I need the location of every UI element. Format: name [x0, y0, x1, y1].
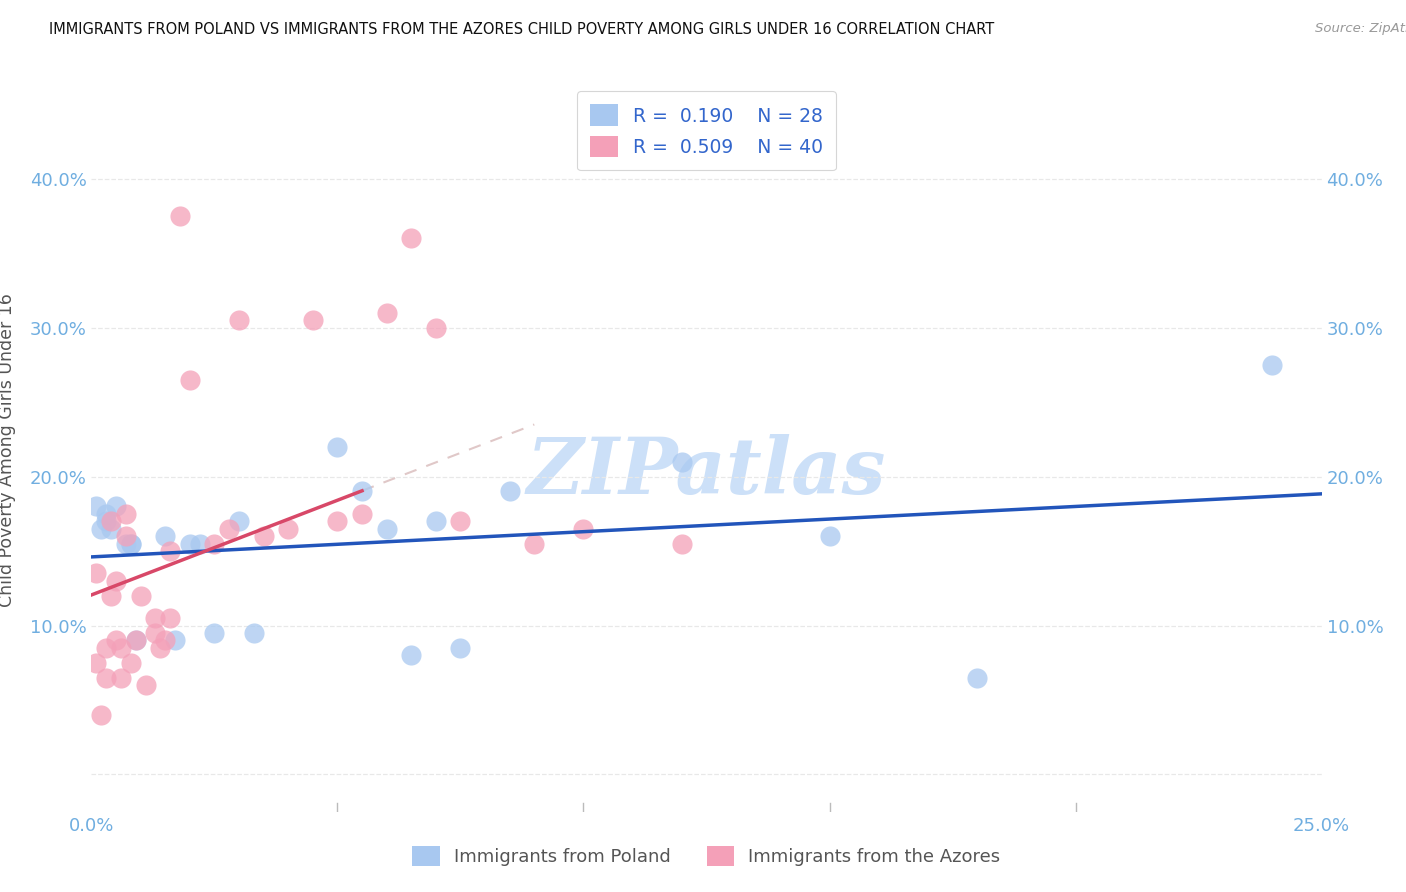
Point [1261, 358, 1284, 372]
Point [449, 514, 471, 528]
Point [966, 671, 988, 685]
Point [114, 507, 138, 521]
Point [671, 455, 693, 469]
Point [110, 671, 132, 685]
Point [326, 514, 349, 528]
Point [120, 536, 142, 550]
Point [153, 529, 177, 543]
Point [202, 626, 225, 640]
Point [145, 626, 166, 640]
Point [105, 574, 127, 588]
Point [105, 500, 127, 514]
Point [114, 536, 138, 550]
Point [124, 633, 146, 648]
Point [572, 522, 595, 536]
Point [425, 514, 447, 528]
Point [145, 611, 166, 625]
Point [671, 536, 693, 550]
Point [523, 536, 546, 550]
Y-axis label: Child Poverty Among Girls Under 16: Child Poverty Among Girls Under 16 [0, 293, 15, 607]
Point [202, 536, 225, 550]
Point [326, 440, 349, 454]
Point [498, 484, 520, 499]
Point [124, 633, 146, 648]
Point [114, 529, 138, 543]
Point [159, 611, 181, 625]
Point [129, 589, 152, 603]
Point [228, 313, 250, 327]
Point [163, 633, 186, 648]
Point [90, 707, 112, 722]
Point [149, 640, 172, 655]
Point [352, 507, 374, 521]
Point [135, 678, 156, 692]
Point [179, 373, 201, 387]
Point [399, 231, 422, 245]
Point [100, 514, 122, 528]
Point [96, 671, 117, 685]
Point [120, 656, 142, 670]
Point [159, 544, 181, 558]
Text: ZIPatlas: ZIPatlas [527, 434, 886, 510]
Point [169, 209, 191, 223]
Point [399, 648, 422, 663]
Point [228, 514, 250, 528]
Point [375, 522, 398, 536]
Point [253, 529, 276, 543]
Point [96, 507, 117, 521]
Text: IMMIGRANTS FROM POLAND VS IMMIGRANTS FROM THE AZORES CHILD POVERTY AMONG GIRLS U: IMMIGRANTS FROM POLAND VS IMMIGRANTS FRO… [49, 22, 994, 37]
Point [86, 566, 108, 581]
Point [96, 514, 117, 528]
Text: Source: ZipAtlas.com: Source: ZipAtlas.com [1315, 22, 1406, 36]
Point [100, 589, 122, 603]
Point [90, 522, 112, 536]
Point [179, 536, 201, 550]
Point [120, 536, 142, 550]
Point [301, 313, 323, 327]
Point [188, 536, 211, 550]
Point [425, 320, 447, 334]
Legend: Immigrants from Poland, Immigrants from the Azores: Immigrants from Poland, Immigrants from … [404, 837, 1010, 875]
Point [96, 640, 117, 655]
Point [818, 529, 841, 543]
Point [105, 633, 127, 648]
Point [242, 626, 264, 640]
Point [153, 633, 177, 648]
Point [86, 656, 108, 670]
Point [110, 640, 132, 655]
Point [352, 484, 374, 499]
Point [86, 500, 108, 514]
Point [277, 522, 299, 536]
Point [100, 522, 122, 536]
Point [449, 640, 471, 655]
Point [375, 306, 398, 320]
Point [218, 522, 240, 536]
